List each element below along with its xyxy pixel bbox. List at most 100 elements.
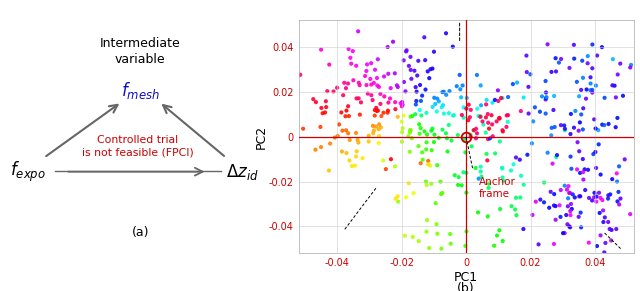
Point (483, 120, 493, 125)
Point (401, 89, 411, 94)
Point (586, 88, 596, 93)
Point (592, 244, 602, 249)
Point (374, 85, 384, 89)
Point (397, 139, 407, 144)
Point (582, 87, 592, 92)
Point (495, 139, 505, 144)
Point (476, 114, 486, 119)
Point (413, 58, 424, 63)
Point (572, 140, 582, 145)
Point (424, 246, 435, 250)
Point (566, 112, 576, 116)
Point (563, 222, 573, 227)
Point (448, 44, 458, 49)
Point (541, 95, 551, 100)
Point (594, 190, 604, 195)
Point (615, 61, 625, 66)
Point (465, 134, 476, 139)
Point (372, 83, 382, 88)
Point (569, 56, 579, 61)
Point (490, 97, 500, 102)
Point (378, 110, 388, 115)
Point (588, 42, 598, 47)
Point (310, 147, 321, 152)
Point (483, 214, 493, 219)
Point (494, 116, 504, 121)
Point (361, 69, 371, 73)
Point (600, 215, 610, 220)
Point (386, 157, 396, 162)
Point (492, 233, 502, 238)
Point (554, 203, 564, 208)
Point (604, 122, 614, 126)
Point (414, 122, 424, 127)
Point (374, 141, 384, 146)
Point (597, 45, 607, 49)
Point (495, 207, 506, 211)
Point (350, 163, 360, 168)
Point (392, 83, 402, 88)
Point (434, 99, 444, 104)
Point (481, 115, 491, 120)
Point (426, 67, 436, 72)
Point (316, 47, 326, 52)
Point (584, 196, 594, 200)
Point (565, 225, 575, 230)
Point (503, 113, 513, 118)
Point (607, 228, 617, 232)
Point (582, 54, 593, 58)
Point (549, 192, 559, 196)
Point (340, 114, 351, 119)
Point (401, 195, 412, 200)
Point (344, 158, 355, 163)
Y-axis label: PC2: PC2 (254, 125, 268, 149)
Point (458, 105, 468, 110)
Point (403, 134, 413, 139)
Point (481, 152, 492, 156)
Point (554, 60, 564, 65)
Point (609, 83, 620, 88)
Point (458, 115, 468, 120)
Point (404, 181, 414, 186)
Point (415, 132, 425, 136)
Point (419, 129, 429, 134)
Point (607, 83, 618, 88)
Point (608, 57, 618, 61)
Point (551, 69, 561, 74)
Point (390, 164, 400, 169)
Point (579, 167, 589, 172)
Point (597, 198, 607, 203)
Point (392, 114, 403, 119)
Point (458, 83, 468, 88)
Point (411, 102, 421, 107)
Point (322, 89, 332, 93)
Point (390, 71, 400, 76)
Point (606, 238, 616, 243)
Point (343, 131, 353, 136)
Point (587, 88, 597, 92)
Point (586, 81, 596, 86)
Point (497, 96, 508, 100)
Point (325, 141, 335, 146)
Point (337, 128, 348, 133)
Point (375, 102, 385, 106)
Point (436, 192, 446, 196)
Point (471, 127, 481, 131)
Point (429, 95, 440, 100)
Point (467, 144, 477, 149)
Point (351, 96, 362, 101)
Point (607, 177, 618, 182)
Point (374, 134, 384, 139)
Point (397, 119, 407, 124)
Point (556, 214, 566, 219)
Point (374, 127, 384, 132)
Point (415, 108, 425, 112)
Point (497, 128, 508, 132)
Point (541, 95, 552, 100)
Point (371, 124, 381, 129)
Point (476, 83, 486, 88)
Point (591, 194, 602, 199)
Point (584, 240, 594, 245)
Point (385, 96, 395, 101)
Point (412, 99, 422, 103)
